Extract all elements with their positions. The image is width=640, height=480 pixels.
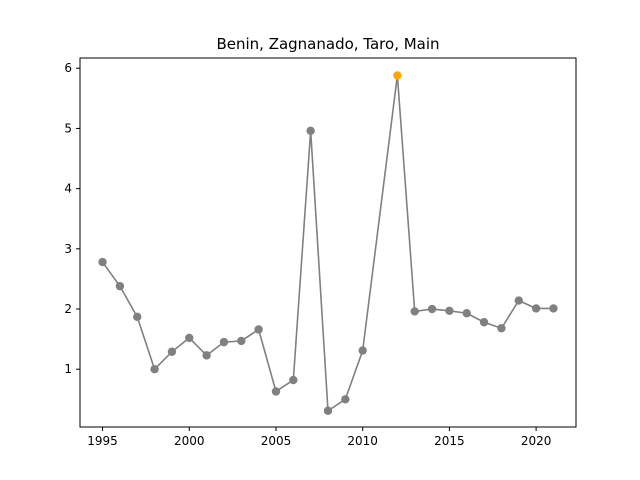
data-point (445, 306, 454, 316)
data-point (219, 337, 229, 347)
x-tick-label: 2010 (347, 434, 378, 448)
data-point (150, 365, 159, 374)
data-point (133, 312, 142, 322)
plot-frame (79, 57, 577, 428)
x-tick-label: 2020 (521, 434, 552, 448)
data-point (358, 346, 367, 355)
data-point (185, 333, 194, 343)
data-point (115, 281, 125, 291)
data-point (98, 257, 107, 267)
data-point (549, 304, 558, 313)
data-point (323, 406, 333, 415)
y-tick-label: 2 (64, 302, 72, 316)
y-tick-label: 3 (64, 242, 72, 256)
data-point (514, 296, 523, 305)
data-point (497, 324, 506, 333)
data-point (289, 375, 298, 385)
x-tick-label: 2005 (261, 434, 292, 448)
y-tick-label: 6 (64, 61, 72, 75)
data-point (410, 307, 419, 316)
y-tick-label: 4 (64, 182, 72, 196)
data-point (341, 395, 350, 404)
y-tick-label: 1 (64, 362, 72, 376)
x-tick-label: 1995 (87, 434, 118, 448)
y-tick-label: 5 (64, 121, 72, 135)
data-point (271, 387, 281, 396)
data-point (237, 336, 246, 346)
data-point (306, 126, 315, 136)
data-point (254, 325, 263, 334)
data-point (202, 351, 211, 360)
data-point (479, 318, 489, 327)
data-point (531, 304, 541, 313)
series-line (101, 74, 554, 412)
x-tick-label: 2015 (434, 434, 465, 448)
highlighted-data-point (393, 71, 402, 80)
data-point (427, 304, 437, 314)
data-point (167, 347, 177, 356)
x-tick-label: 2000 (174, 434, 205, 448)
data-point (462, 309, 471, 318)
chart-title: Benin, Zagnanado, Taro, Main (216, 35, 439, 53)
